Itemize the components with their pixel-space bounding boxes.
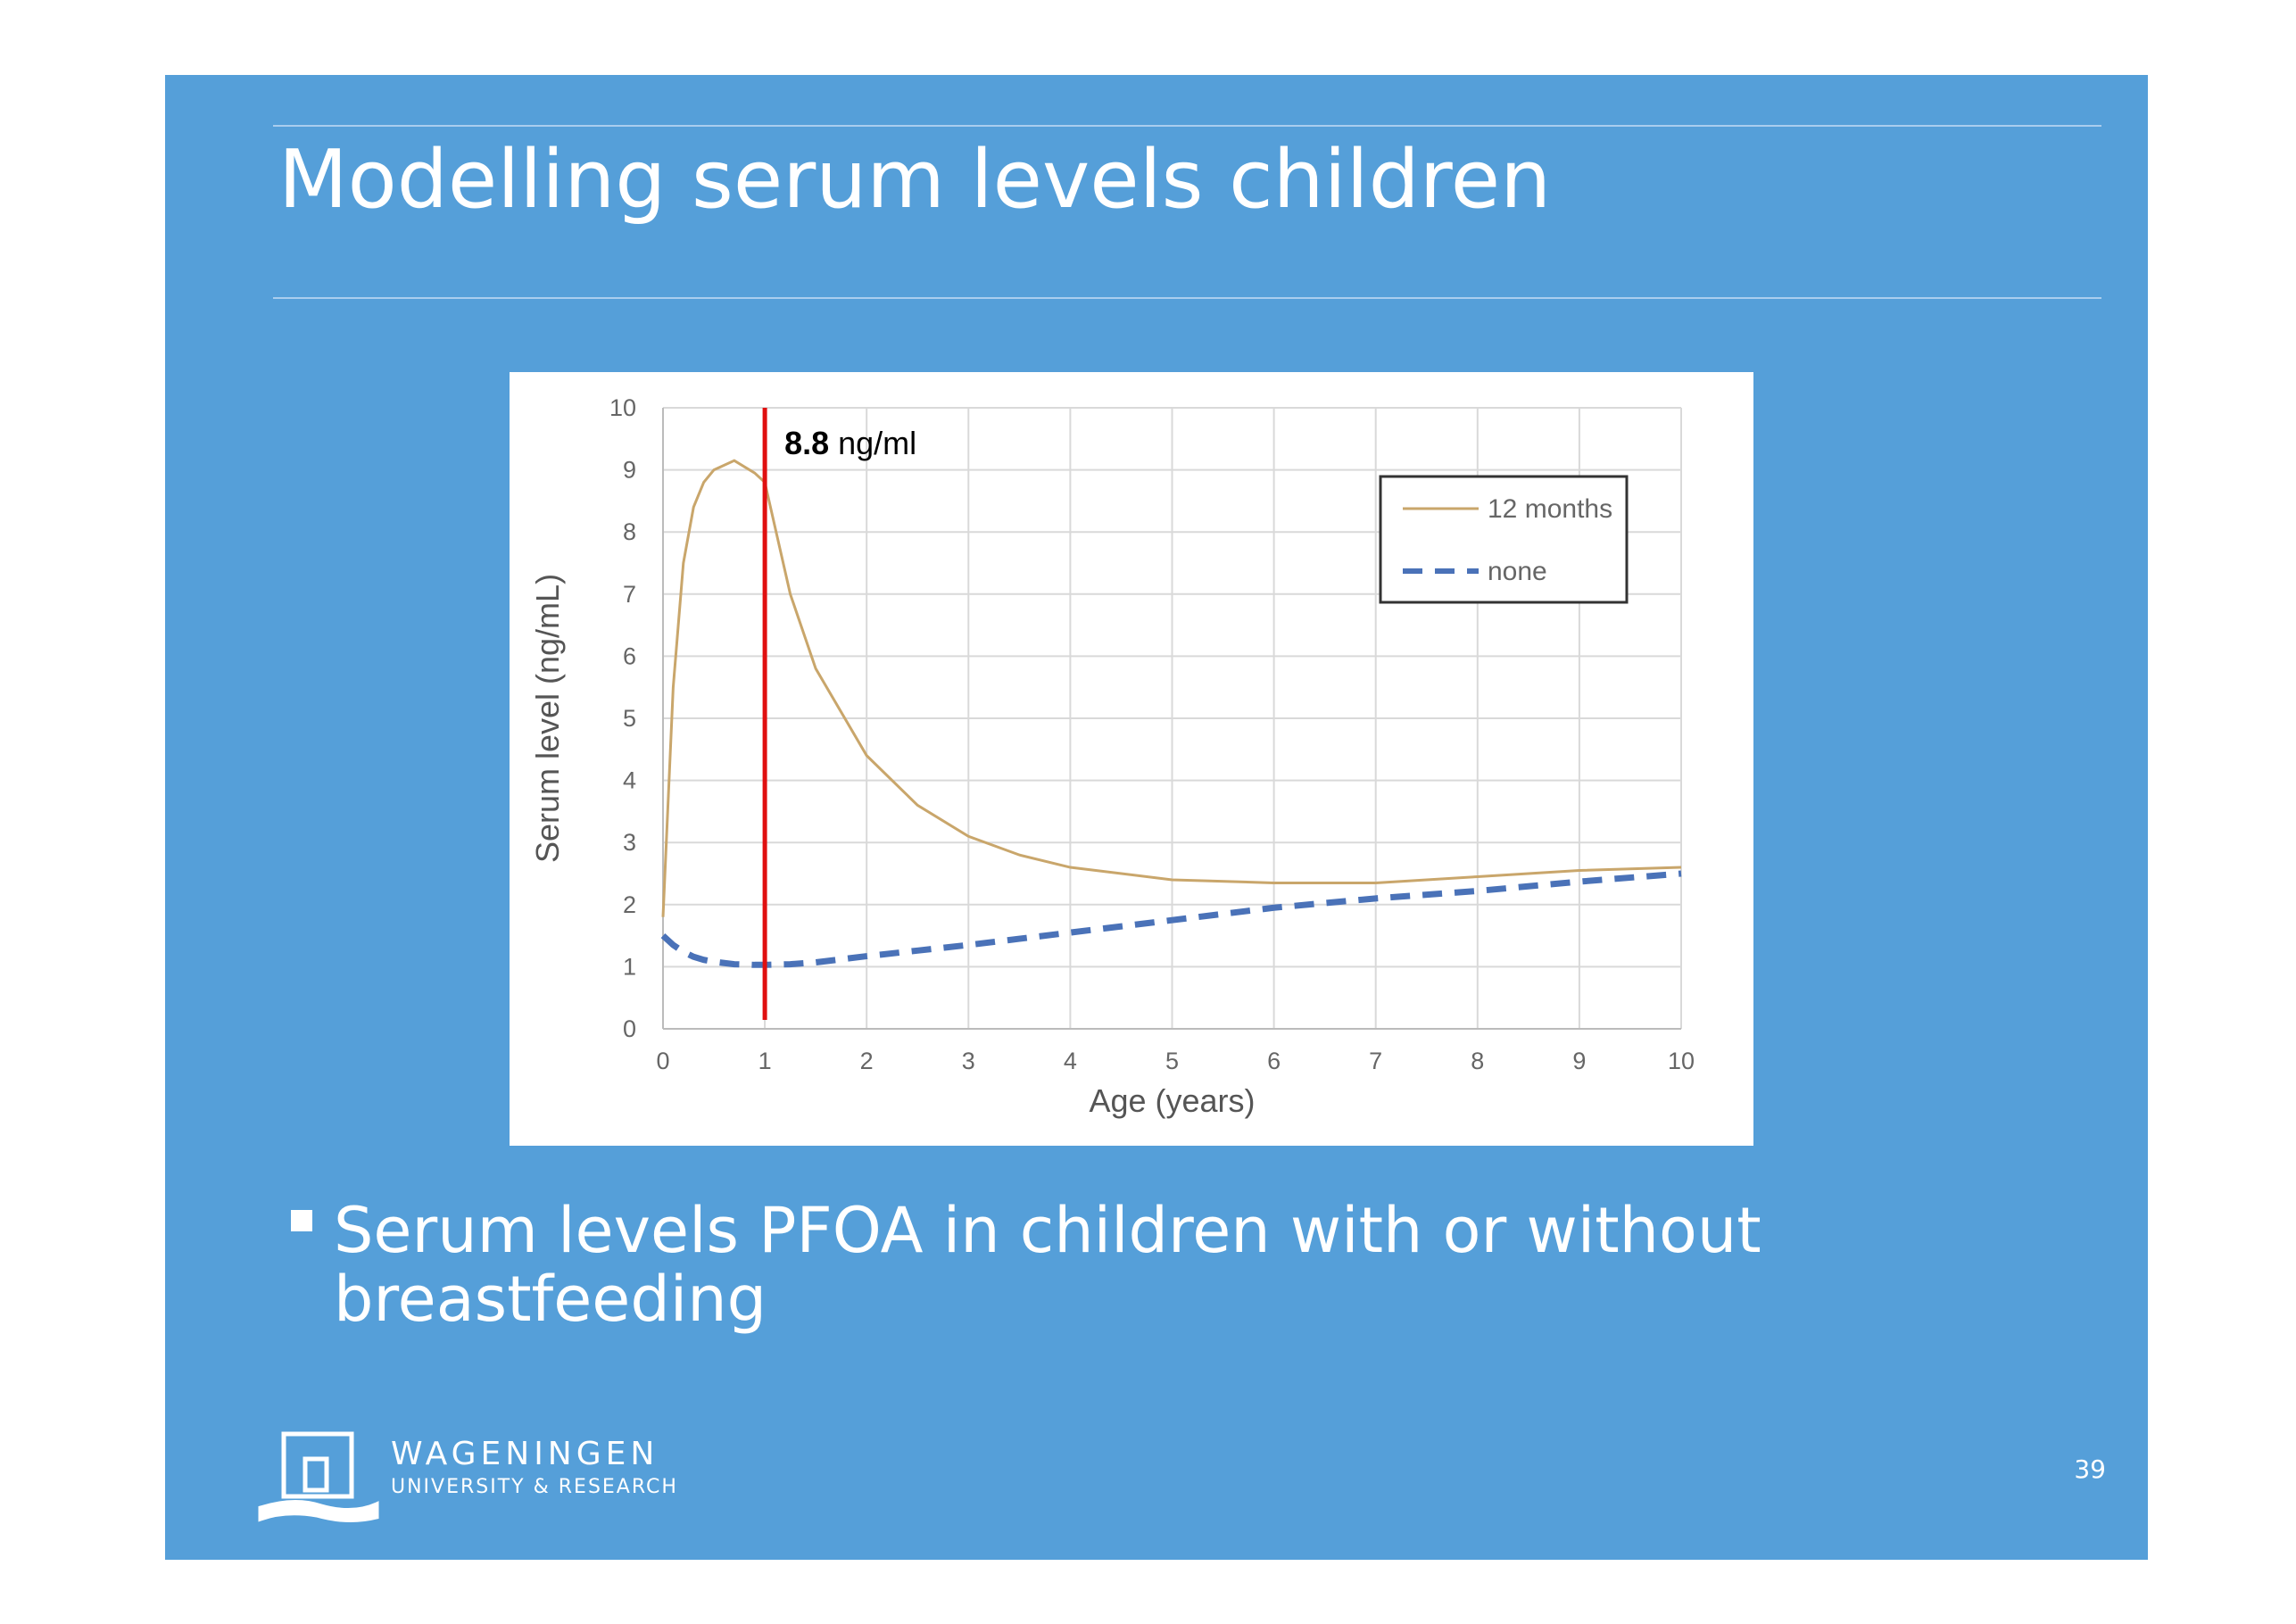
x-tick-label: 10	[1668, 1048, 1695, 1074]
y-tick-label: 8	[623, 518, 636, 545]
bullet-marker	[291, 1210, 312, 1231]
x-axis-label: Age (years)	[1089, 1082, 1255, 1119]
series-line	[660, 870, 1682, 968]
legend-label: 12 months	[1488, 494, 1612, 524]
y-tick-label: 4	[623, 767, 636, 794]
y-tick-label: 5	[623, 705, 636, 732]
x-tick-label: 6	[1267, 1048, 1281, 1074]
x-tick-label: 4	[1064, 1048, 1077, 1074]
x-tick-label: 2	[860, 1048, 874, 1074]
annotation-unit: ng/ml	[838, 425, 916, 461]
y-tick-label: 0	[623, 1015, 636, 1042]
y-tick-label: 2	[623, 891, 636, 918]
x-tick-label: 9	[1572, 1048, 1586, 1074]
y-tick-label: 1	[623, 953, 636, 980]
y-axis-label: Serum level (ng/mL)	[529, 574, 566, 863]
y-tick-label: 7	[623, 581, 636, 608]
y-tick-label: 10	[609, 394, 636, 421]
x-tick-label: 5	[1165, 1048, 1179, 1074]
x-tick-label: 7	[1369, 1048, 1382, 1074]
annotation-value: 8.8	[784, 425, 829, 461]
bullet-text: breastfeeding	[334, 1263, 767, 1336]
logo-subtitle: UNIVERSITY & RESEARCH	[391, 1476, 678, 1498]
series-line	[661, 459, 1682, 917]
y-tick-label: 6	[623, 642, 636, 669]
slide-title: Modelling serum levels children	[278, 133, 1551, 227]
y-tick-label: 3	[623, 829, 636, 856]
legend-label: none	[1488, 557, 1547, 586]
page-number: 39	[2074, 1454, 2106, 1484]
x-tick-label: 0	[656, 1048, 669, 1074]
annotation-label: 8.8 ng/ml	[784, 425, 916, 461]
logo-mark	[258, 1431, 379, 1523]
logo-name: WAGENINGEN	[391, 1436, 659, 1472]
x-tick-label: 1	[758, 1048, 772, 1074]
x-tick-label: 8	[1471, 1048, 1484, 1074]
legend-box	[1379, 475, 1629, 604]
x-tick-label: 3	[962, 1048, 975, 1074]
bullet-text: Serum levels PFOA in children with or wi…	[334, 1194, 1761, 1267]
y-tick-label: 9	[623, 457, 636, 484]
